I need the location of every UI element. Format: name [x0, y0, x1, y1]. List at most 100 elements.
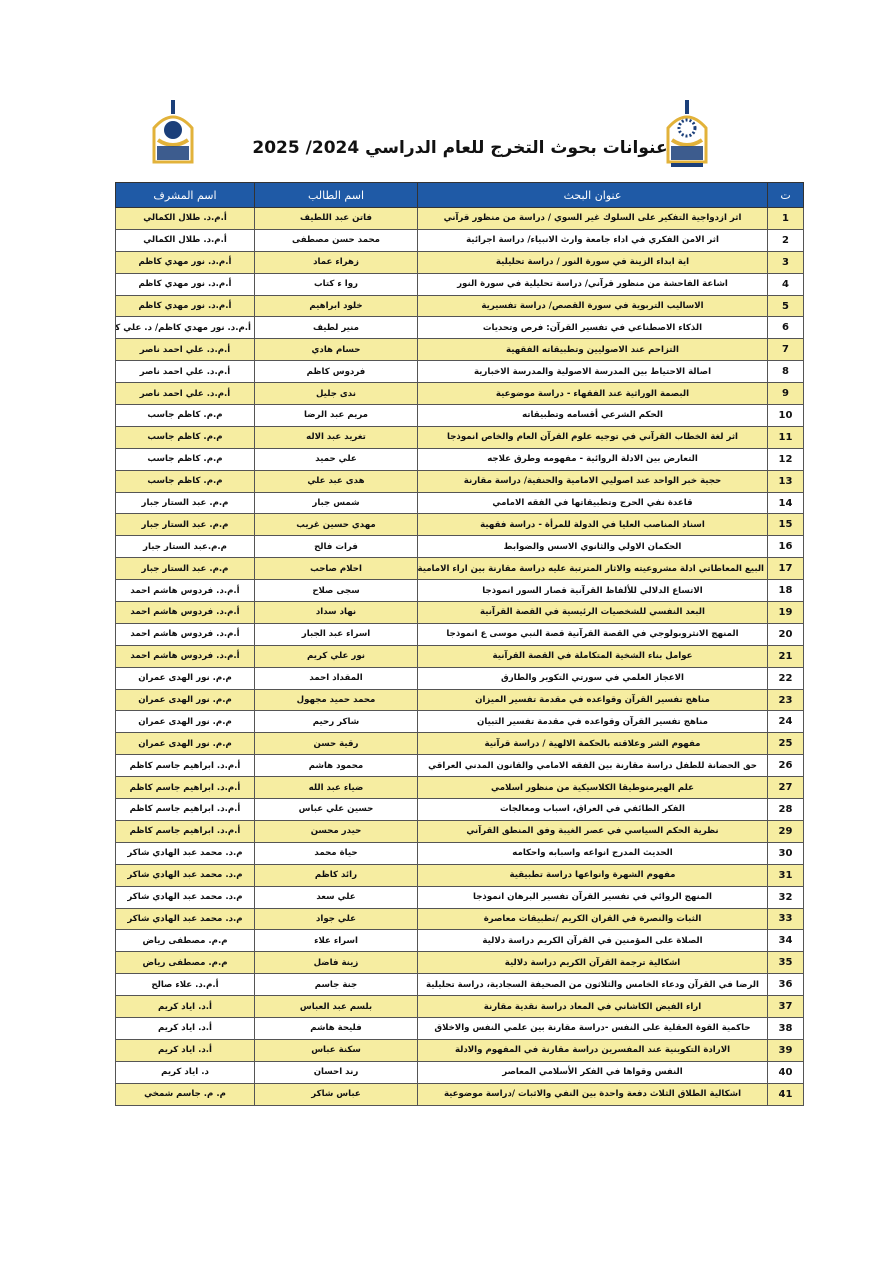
title-cell: اية ابداء الزينة في سورة النور / دراسة ت… [417, 250, 768, 274]
num-cell: 10 [767, 404, 804, 427]
student-cell: منير لطيف [254, 316, 418, 340]
title-cell: اثر ازدواجية التفكير على السلوك غير السو… [417, 207, 768, 230]
num-cell: 38 [767, 1016, 804, 1040]
table-row: 2 اثر الامن الفكري في اداء جامعة وارث الا… [115, 228, 804, 252]
table-row: 11 اثر لغة الخطاب القرآني في توجيه علوم ا… [115, 425, 804, 449]
num-cell: 40 [767, 1060, 804, 1084]
supervisor-cell: أ.م.د. علي احمد ناصر [115, 360, 255, 384]
table-row: 9 البصمة الوراثية عند الفقهاء - دراسة موض… [115, 382, 804, 406]
table-row: 17 البيع المعاطاتي ادلة مشروعيته والاثار … [115, 557, 804, 581]
supervisor-cell: م.م. نور الهدى عمران [115, 666, 255, 690]
num-cell: 11 [767, 425, 804, 449]
num-cell: 4 [767, 272, 804, 296]
table-row: 36 الرضا في القرآن ودعاء الخامس والثلاثون… [115, 973, 804, 997]
university-logo [152, 100, 194, 164]
num-cell: 5 [767, 294, 804, 318]
table-row: 40 النفس وقواها في الفكر الأسلامي المعاصر… [115, 1060, 804, 1084]
num-cell: 37 [767, 995, 804, 1018]
table-row: 6 الذكاء الاصطناعي في تفسير القرآن: فرص و… [115, 316, 804, 340]
supervisor-cell: م.م.عبد الستار جبار [115, 535, 255, 559]
student-cell: هدى عبد علي [254, 469, 418, 493]
num-cell: 7 [767, 338, 804, 362]
table-row: 10 الحكم الشرعي أقسامه وتطبيقاته مريم عبد … [115, 404, 804, 427]
table-row: 15 اسناد المناصب العليا في الدولة للمرأة … [115, 513, 804, 537]
title-cell: الصلاة على المؤمنين في القرآن الكريم درا… [417, 929, 768, 953]
title-cell: اسناد المناصب العليا في الدولة للمرأة - … [417, 513, 768, 537]
table-row: 22 الاعجاز العلمي في سورتي التكوير والطار… [115, 666, 804, 690]
supervisor-cell: أ.م.د. فردوس هاشم احمد [115, 622, 255, 646]
student-cell: ضياء عبد الله [254, 776, 418, 800]
num-cell: 31 [767, 863, 804, 887]
student-cell: فليحة هاشم [254, 1016, 418, 1040]
num-cell: 30 [767, 841, 804, 865]
supervisor-cell: م.د. محمد عبد الهادي شاكر [115, 863, 255, 887]
supervisor-cell: أ.م.د. علي احمد ناصر [115, 338, 255, 362]
num-cell: 36 [767, 973, 804, 997]
table-row: 14 قاعدة نفي الحرج وتطبيقاتها في الفقه ال… [115, 491, 804, 515]
table-row: 32 المنهج الروائي في تفسير القرآن تفسير ا… [115, 885, 804, 909]
student-cell: حسام هادي [254, 338, 418, 362]
num-cell: 8 [767, 360, 804, 384]
num-cell: 28 [767, 798, 804, 821]
student-cell: زينة فاضل [254, 951, 418, 975]
supervisor-cell: م.م. نور الهدى عمران [115, 710, 255, 734]
title-cell: التعارض بين الادلة الروائية - مفهومه وطر… [417, 447, 768, 471]
table-row: 8 اصالة الاحتياط بين المدرسة الاصولية وال… [115, 360, 804, 384]
student-cell: عباس شاكر [254, 1082, 418, 1106]
student-cell: سكنة عباس [254, 1038, 418, 1062]
header-title: عنوان البحث [417, 182, 768, 208]
supervisor-cell: م.م. مصطفى رياض [115, 951, 255, 975]
title-cell: الاتساع الدلالي للألفاظ القرآنية قصار ال… [417, 579, 768, 603]
student-cell: ندى جليل [254, 382, 418, 406]
table-row: 31 مفهوم الشهرة وانواعها دراسة تطبيقية رائ… [115, 863, 804, 887]
title-cell: مناهج تفسير القرآن وقواعده في مقدمة تفسي… [417, 710, 768, 734]
supervisor-cell: أ.م.د. طلال الكمالي [115, 228, 255, 252]
student-cell: شاكر رحيم [254, 710, 418, 734]
supervisor-cell: م.د. محمد عبد الهادي شاكر [115, 841, 255, 865]
title-cell: حق الحضانة للطفل دراسة مقارنة بين الفقه … [417, 754, 768, 778]
table-row: 28 الفكر الطائفي في العراق، اسباب ومعالجا… [115, 798, 804, 821]
title-cell: التزاحم عند الاصوليين وتطبيقاته الفقهية [417, 338, 768, 362]
table-row: 30 الحديث المدرج انواعه واسبابه واحكامه حي… [115, 841, 804, 865]
num-cell: 12 [767, 447, 804, 471]
student-cell: المقداد احمد [254, 666, 418, 690]
title-cell: اثر الامن الفكري في اداء جامعة وارث الان… [417, 228, 768, 252]
supervisor-cell: أ.د. اياد كريم [115, 1038, 255, 1062]
supervisor-cell: أ.م.د. علاء صالح [115, 973, 255, 997]
table-row: 13 حجية خبر الواحد عند اصوليي الامامية وا… [115, 469, 804, 493]
num-cell: 23 [767, 688, 804, 712]
student-cell: حسين علي عباس [254, 798, 418, 821]
student-cell: حياة محمد [254, 841, 418, 865]
title-cell: علم الهيرمنوطيقا الكلاسيكية من منظور اسل… [417, 776, 768, 800]
title-cell: عوامل بناء الشخية المتكاملة في القصة الق… [417, 644, 768, 668]
table-row: 41 اشكالية الطلاق الثلاث دفعة واحدة بين ا… [115, 1082, 804, 1106]
student-cell: رقية حسن [254, 732, 418, 756]
supervisor-cell: م.م. كاظم جاسب [115, 404, 255, 427]
title-cell: اشكالية الطلاق الثلاث دفعة واحدة بين الن… [417, 1082, 768, 1106]
supervisor-cell: أ.م.د. نور مهدي كاظم [115, 250, 255, 274]
num-cell: 14 [767, 491, 804, 515]
num-cell: 18 [767, 579, 804, 603]
title-cell: النفس وقواها في الفكر الأسلامي المعاصر [417, 1060, 768, 1084]
header-student: اسم الطالب [254, 182, 418, 208]
title-cell: الحكم الشرعي أقسامه وتطبيقاته [417, 404, 768, 427]
table-row: 38 حاكمية القوة العقلية على النفس -دراسة … [115, 1016, 804, 1040]
title-cell: نظرية الحكم السياسي في عصر الغيبة وفق ال… [417, 819, 768, 843]
student-cell: احلام صاحب [254, 557, 418, 581]
num-cell: 33 [767, 907, 804, 931]
title-cell: اشكالية ترجمة القرآن الكريم دراسة دلالية [417, 951, 768, 975]
student-cell: جنة جاسم [254, 973, 418, 997]
supervisor-cell: د. اياد كريم [115, 1060, 255, 1084]
table-row: 19 البعد النفسي للشخصيات الرئيسية في القص… [115, 601, 804, 624]
num-cell: 26 [767, 754, 804, 778]
supervisor-cell: أ.م.د. طلال الكمالي [115, 207, 255, 230]
table-row: 27 علم الهيرمنوطيقا الكلاسيكية من منظور ا… [115, 776, 804, 800]
supervisor-cell: أ.م.د. نور مهدي كاظم [115, 272, 255, 296]
student-cell: حيدر محسن [254, 819, 418, 843]
title-cell: اراء الفيض الكاشاني في المعاد دراسة نقدي… [417, 995, 768, 1018]
title-cell: اثر لغة الخطاب القرآني في توجيه علوم الق… [417, 425, 768, 449]
student-cell: بلسم عبد العباس [254, 995, 418, 1018]
supervisor-cell: أ.م.د. ابراهيم جاسم كاظم [115, 776, 255, 800]
title-cell: الحديث المدرج انواعه واسبابه واحكامه [417, 841, 768, 865]
page-title: عنوانات بحوث التخرج للعام الدراسي 2024/ … [252, 138, 668, 158]
